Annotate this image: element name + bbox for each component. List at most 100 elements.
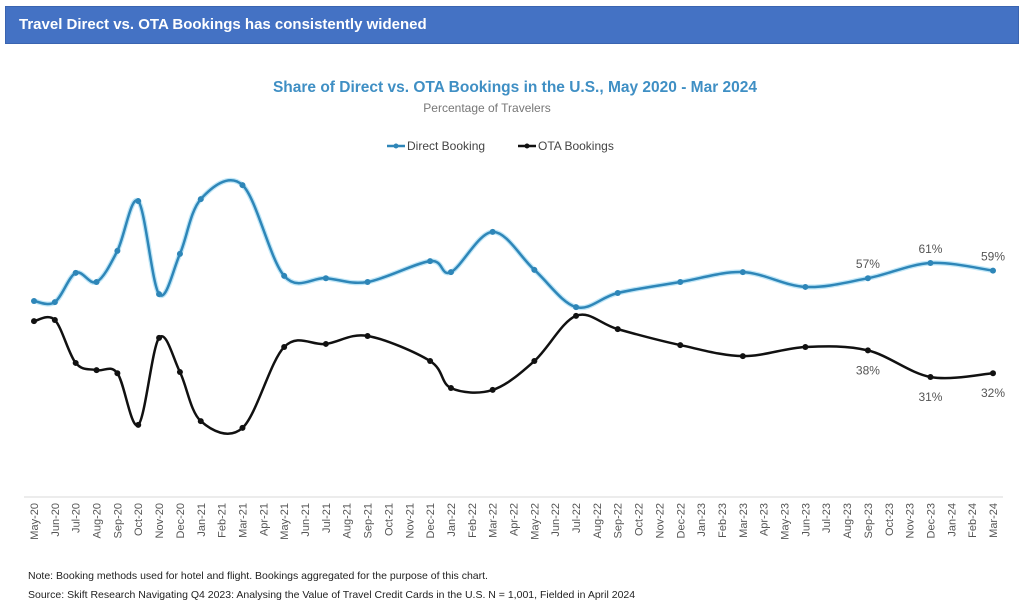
x-tick-label: Mar-22 <box>488 503 500 538</box>
data-label: 59% <box>981 250 1005 264</box>
x-tick-label: Aug-23 <box>842 503 854 538</box>
chart-title: Share of Direct vs. OTA Bookings in the … <box>273 79 757 96</box>
x-tick-label: Apr-22 <box>509 503 521 536</box>
x-tick-label: Mar-23 <box>738 503 750 538</box>
data-label: 31% <box>918 390 942 404</box>
x-tick-label: Oct-20 <box>133 503 145 536</box>
data-point-direct-Sep-21 <box>364 279 371 285</box>
x-tick-label: Sep-20 <box>112 503 124 538</box>
data-point-direct-Jun-23 <box>802 283 809 290</box>
data-point-ota-Sep-21 <box>364 332 371 339</box>
data-point-direct-Dec-21 <box>427 258 434 265</box>
x-tick-label: Apr-21 <box>258 503 270 536</box>
x-tick-label: Apr-23 <box>759 503 771 536</box>
data-point-ota-Dec-23 <box>927 374 934 380</box>
data-point-direct-May-20 <box>31 298 37 304</box>
x-tick-label: Aug-21 <box>342 503 354 538</box>
x-tick-label: Jun-20 <box>50 503 62 537</box>
header-banner: Travel Direct vs. OTA Bookings has consi… <box>5 6 1019 44</box>
series-glow-direct <box>33 177 994 311</box>
data-point-ota-Sep-22 <box>614 326 621 333</box>
data-point-ota-Mar-21 <box>239 424 246 431</box>
data-label: 38% <box>856 363 880 377</box>
data-point-ota-Dec-21 <box>427 358 434 365</box>
chart-source: Source: Skift Research Navigating Q4 202… <box>28 589 636 601</box>
legend-marker-ota <box>524 143 530 149</box>
data-point-direct-Mar-23 <box>739 269 746 276</box>
x-tick-label: Jul-21 <box>321 503 333 533</box>
data-point-direct-May-22 <box>531 266 538 273</box>
data-point-ota-Mar-22 <box>489 386 496 393</box>
x-tick-label: Jan-22 <box>446 503 458 537</box>
x-tick-label: Nov-22 <box>654 503 666 538</box>
data-point-ota-Dec-22 <box>677 342 684 349</box>
data-point-ota-May-21 <box>281 343 288 350</box>
legend-label-ota: OTA Bookings <box>538 139 614 153</box>
x-tick-label: Nov-21 <box>404 503 416 538</box>
data-point-direct-Sep-20 <box>114 247 121 254</box>
x-tick-label: Dec-23 <box>925 503 937 538</box>
data-point-ota-Jul-22 <box>573 312 580 319</box>
x-tick-label: Jul-20 <box>71 503 83 533</box>
x-tick-label: Aug-22 <box>592 503 604 538</box>
data-point-direct-Aug-20 <box>93 279 100 285</box>
data-point-direct-Mar-22 <box>489 228 496 235</box>
data-point-direct-Jan-21 <box>197 196 204 203</box>
x-tick-label: Jun-23 <box>800 503 812 537</box>
data-point-ota-Oct-20 <box>135 421 142 428</box>
data-point-ota-Jun-23 <box>802 343 809 350</box>
x-tick-label: Feb-21 <box>217 503 229 538</box>
x-tick-label: May-21 <box>279 503 291 540</box>
x-tick-label: Jul-22 <box>571 503 583 533</box>
x-tick-label: Oct-22 <box>634 503 646 536</box>
data-point-direct-May-21 <box>281 272 288 279</box>
x-tick-label: Jan-24 <box>946 503 958 537</box>
data-label: 61% <box>918 242 942 256</box>
data-point-direct-Oct-20 <box>135 198 142 205</box>
x-tick-label: Dec-20 <box>175 503 187 538</box>
data-point-direct-Sep-23 <box>864 275 871 282</box>
data-point-ota-Jan-21 <box>197 418 204 425</box>
data-point-direct-Jul-20 <box>72 269 79 276</box>
data-point-direct-Jan-22 <box>447 269 454 276</box>
x-tick-label: Feb-23 <box>717 503 729 538</box>
data-label: 57% <box>856 257 880 271</box>
data-point-ota-Sep-23 <box>864 347 871 354</box>
x-tick-label: Oct-23 <box>884 503 896 536</box>
data-label: 32% <box>981 386 1005 400</box>
x-tick-label: Jan-21 <box>196 503 208 537</box>
data-point-direct-Nov-20 <box>156 291 163 298</box>
x-tick-label: Nov-20 <box>154 503 166 538</box>
data-point-ota-Aug-20 <box>93 367 100 374</box>
data-point-direct-Mar-24 <box>990 267 996 274</box>
data-point-ota-Mar-23 <box>739 353 746 360</box>
data-point-ota-Dec-20 <box>176 369 183 376</box>
x-tick-label: Mar-24 <box>988 503 1000 538</box>
data-point-ota-Mar-24 <box>990 370 996 377</box>
x-tick-label: Mar-21 <box>237 503 249 538</box>
data-point-ota-Jun-20 <box>51 317 58 323</box>
data-point-ota-May-20 <box>31 318 37 325</box>
chart-subtitle: Percentage of Travelers <box>423 101 550 115</box>
legend-label-direct: Direct Booking <box>407 139 485 153</box>
data-point-ota-May-22 <box>531 358 538 365</box>
data-point-ota-Jul-21 <box>322 340 329 347</box>
data-point-direct-Mar-21 <box>239 182 246 189</box>
data-point-ota-Nov-20 <box>156 334 163 341</box>
data-point-direct-Jul-21 <box>322 275 329 282</box>
x-tick-label: Jun-21 <box>300 503 312 537</box>
data-point-direct-Dec-23 <box>927 260 934 266</box>
data-point-ota-Jul-20 <box>72 359 79 366</box>
data-point-direct-Dec-20 <box>176 250 183 257</box>
data-point-direct-Jul-22 <box>573 304 580 311</box>
x-tick-label: Dec-21 <box>425 503 437 538</box>
data-point-direct-Jun-20 <box>51 299 58 306</box>
data-point-ota-Jan-22 <box>447 385 454 392</box>
x-tick-label: Feb-22 <box>467 503 479 538</box>
x-tick-label: Jan-23 <box>696 503 708 537</box>
x-tick-label: Dec-22 <box>675 503 687 538</box>
legend: Direct Booking OTA Bookings <box>387 139 614 153</box>
x-tick-label: Sep-21 <box>363 503 375 538</box>
data-point-ota-Sep-20 <box>114 370 121 377</box>
